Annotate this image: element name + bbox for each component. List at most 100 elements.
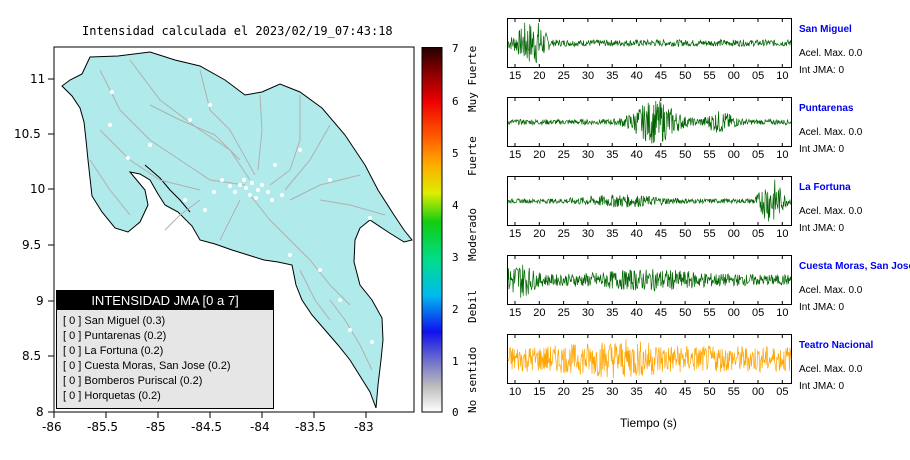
waveform-tick-label: 20 — [533, 149, 546, 161]
waveform-tick-label: 40 — [630, 228, 643, 240]
waveform-tick-label: 35 — [606, 149, 619, 161]
station-int-jma: Int JMA: 0 — [799, 302, 845, 313]
road-network — [89, 59, 386, 371]
waveform-tick-label: 45 — [654, 228, 668, 240]
colorbar-tick: 1 — [452, 355, 459, 368]
waveform-tick-label: 05 — [752, 228, 765, 240]
waveform-tick-label: 15 — [509, 228, 522, 240]
colorbar-tick: 5 — [452, 147, 459, 160]
waveform-tick-label: 30 — [581, 149, 595, 161]
waveform-tick-label: 00 — [727, 307, 740, 319]
waveform-tick-label: 30 — [581, 307, 595, 319]
waveform-tick-label: 15 — [509, 149, 522, 161]
legend-item: [ 0 ] Puntarenas (0.2) — [63, 330, 167, 342]
waveform-tick-label: 35 — [630, 386, 643, 398]
y-tick-label: 9.5 — [22, 238, 42, 252]
waveform-tick-label: 05 — [752, 149, 765, 161]
waveform-tick-label: 15 — [533, 386, 546, 398]
colorbar-label-fuerte: Fuerte — [466, 136, 479, 176]
waveform-tick-label: 45 — [654, 70, 668, 82]
legend-item: [ 0 ] Horquetas (0.2) — [63, 390, 161, 402]
y-tick-label: 9 — [36, 294, 44, 308]
colorbar-label-debil: Debil — [466, 289, 479, 323]
waveform-tick-label: 50 — [679, 228, 692, 240]
station-name: San Miguel — [799, 24, 852, 35]
waveform-trace — [507, 100, 792, 144]
waveform-tick-label: 35 — [606, 228, 619, 240]
waveform-tick-label: 40 — [654, 386, 668, 398]
y-tick-label: 11 — [30, 72, 46, 86]
legend-item: [ 0 ] Cuesta Moras, San Jose (0.2) — [63, 360, 231, 372]
y-tick-label: 8 — [36, 405, 44, 419]
waveform-tick-label: 40 — [630, 70, 643, 82]
waveform-tick-label: 10 — [776, 307, 789, 319]
station-acel-max: Acel. Max. 0.0 — [799, 285, 863, 296]
waveform-tick-label: 40 — [630, 307, 643, 319]
waveform-tick-label: 30 — [581, 70, 595, 82]
waveform-tick-label: 50 — [679, 149, 692, 161]
station-acel-max: Acel. Max. 0.0 — [799, 48, 863, 59]
waveform-tick-label: 55 — [703, 307, 716, 319]
waveform-tick-label: 10 — [509, 386, 522, 398]
x-tick-label: -83.5 — [295, 420, 327, 434]
x-tick-label: -84.5 — [191, 420, 223, 434]
waveform-tick-label: 30 — [606, 386, 619, 398]
x-tick-label: -86 — [42, 420, 62, 434]
colorbar-label-moderado: Moderado — [466, 208, 479, 261]
waveform-tick-label: 10 — [776, 228, 789, 240]
station-name: Puntarenas — [799, 103, 854, 114]
map-title: Intensidad calculada el 2023/02/19_07:43… — [82, 24, 393, 38]
waveform-tick-label: 55 — [727, 386, 740, 398]
colorbar-label-muy-fuerte: Muy Fuerte — [466, 45, 479, 112]
waveform-tick-label: 00 — [727, 228, 740, 240]
legend-item: [ 0 ] La Fortuna (0.2) — [63, 345, 164, 357]
station-name: Teatro Nacional — [799, 340, 874, 351]
waveform-plot — [507, 334, 792, 384]
station-name: Cuesta Moras, San Jose — [799, 261, 910, 272]
waveform-tick-label: 00 — [727, 149, 740, 161]
waveform-tick-label: 55 — [703, 149, 716, 161]
waveform-tick-label: 25 — [557, 228, 570, 240]
legend-item: [ 0 ] San Miguel (0.3) — [63, 315, 166, 327]
station-acel-max: Acel. Max. 0.0 — [799, 364, 863, 375]
waveform-tick-label: 35 — [606, 307, 619, 319]
waveform-tick-label: 25 — [557, 70, 570, 82]
intensity-legend: INTENSIDAD JMA [0 a 7] [ 0 ] San Miguel … — [56, 290, 274, 409]
station-int-jma: Int JMA: 0 — [799, 381, 845, 392]
waveform-tick-label: 45 — [654, 149, 668, 161]
x-tick-label: -85 — [146, 420, 166, 434]
waveform-tick-label: 20 — [557, 386, 570, 398]
colorbar-tick: 0 — [452, 406, 459, 419]
station-int-jma: Int JMA: 0 — [799, 65, 845, 76]
y-tick-label: 8.5 — [22, 349, 42, 363]
waveform-tick-label: 30 — [581, 228, 595, 240]
station-name: La Fortuna — [799, 182, 851, 193]
waveform-tick-label: 35 — [606, 70, 619, 82]
x-tick-label: -85.5 — [87, 420, 119, 434]
station-acel-max: Acel. Max. 0.0 — [799, 206, 863, 217]
waveform-plot — [507, 18, 792, 68]
waveform-tick-label: 20 — [533, 70, 546, 82]
y-tick-label: 10.5 — [14, 127, 41, 141]
waveform-tick-label: 10 — [776, 70, 789, 82]
waveform-trace — [507, 22, 792, 64]
waveform-tick-label: 05 — [752, 70, 765, 82]
waveform-trace — [507, 179, 792, 222]
waveform-tick-label: 55 — [703, 70, 716, 82]
waveform-tick-label: 05 — [752, 307, 765, 319]
waveform-tick-label: 20 — [533, 307, 546, 319]
waveform-tick-label: 20 — [533, 228, 546, 240]
colorbar-tick: 2 — [452, 303, 459, 316]
waveform-tick-label: 25 — [581, 386, 595, 398]
waveform-tick-label: 45 — [654, 307, 668, 319]
waveform-tick-label: 15 — [509, 70, 522, 82]
waveform-tick-label: 00 — [752, 386, 765, 398]
colorbar-tick: 3 — [452, 251, 459, 264]
waveform-tick-label: 00 — [727, 70, 740, 82]
waveform-plot — [507, 176, 792, 226]
time-axis-label: Tiempo (s) — [620, 416, 677, 430]
legend-title: INTENSIDAD JMA [0 a 7] — [57, 291, 273, 310]
x-tick-label: -84 — [250, 420, 270, 434]
station-int-jma: Int JMA: 0 — [799, 223, 845, 234]
waveform-tick-label: 25 — [557, 307, 570, 319]
